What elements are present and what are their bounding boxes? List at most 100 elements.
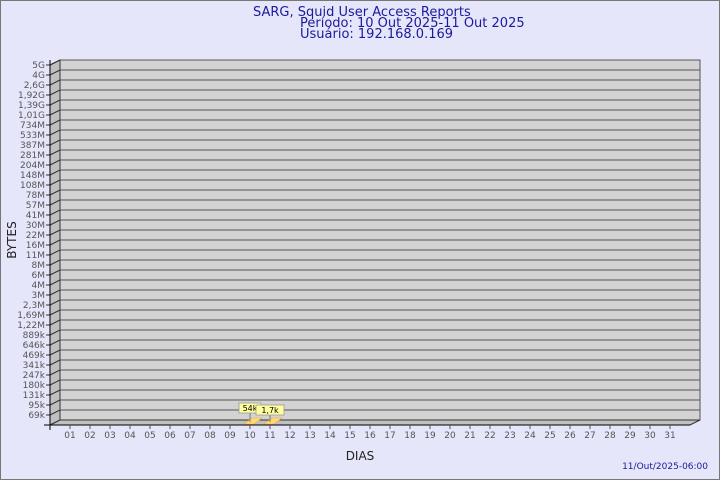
x-tick-label: 05 [144,431,155,441]
x-tick-label: 08 [204,431,216,441]
x-tick-label: 22 [484,431,495,441]
y-tick-label: 2,3M [23,301,45,311]
chart-user: Usuário: 192.168.0.169 [300,27,453,42]
y-tick-label: 646k [23,341,46,351]
x-tick-label: 17 [384,431,395,441]
bar-10 [243,417,263,425]
y-tick-label: 78M [26,191,45,201]
y-tick-label: 1,01G [18,111,45,121]
y-tick-label: 2,6G [24,81,45,91]
y-tick-label: 11M [26,251,45,261]
y-tick-slant [49,149,61,156]
y-axis-label: BYTES [5,221,19,258]
x-tick-label: 21 [464,431,475,441]
y-tick-slant [49,279,61,286]
x-tick-label: 06 [164,431,176,441]
y-tick-label: 1,69M [17,311,45,321]
x-tick-label: 15 [344,431,355,441]
y-tick-slant [49,139,61,146]
plot-area: 5G4G2,6G1,92G1,39G1,01G734M533M387M281M2… [17,59,701,441]
x-tick-label: 16 [364,431,376,441]
y-tick-slant [49,299,61,306]
y-tick-slant [49,369,61,376]
y-tick-slant [49,259,61,266]
y-tick-slant [49,129,61,136]
y-tick-label: 889k [23,331,46,341]
footer-timestamp: 11/Out/2025-06:00 [622,462,708,472]
x-tick-label: 07 [184,431,195,441]
y-tick-slant [49,169,61,176]
x-tick-label: 12 [284,431,295,441]
y-tick-label: 180k [23,381,46,391]
x-tick-label: 13 [304,431,315,441]
y-tick-slant [49,339,61,346]
y-tick-slant [49,199,61,206]
y-tick-label: 247k [23,371,46,381]
x-tick-label: 28 [604,431,616,441]
y-tick-label: 1,92G [18,91,45,101]
y-tick-label: 469k [23,351,46,361]
y-tick-label: 131k [23,391,46,401]
y-tick-slant [49,89,61,96]
y-tick-slant [49,309,61,316]
y-tick-slant [49,59,61,66]
y-tick-label: 1,39G [18,101,45,111]
y-tick-label: 57M [26,201,45,211]
bar-11 [263,417,283,425]
bar-value-label: 1,7k [261,406,279,415]
floor [49,419,701,426]
y-tick-slant [49,239,61,246]
y-tick-slant [49,209,61,216]
x-tick-label: 29 [624,431,636,441]
x-axis-label: DIAS [346,449,375,463]
x-tick-label: 14 [324,431,336,441]
y-tick-slant [49,229,61,236]
x-tick-label: 27 [584,431,595,441]
y-tick-label: 204M [20,161,45,171]
y-tick-label: 387M [20,141,45,151]
y-tick-slant [49,109,61,116]
x-tick-label: 25 [544,431,555,441]
x-tick-label: 26 [564,431,576,441]
y-tick-slant [49,249,61,256]
y-tick-slant [49,79,61,86]
y-tick-label: 734M [20,121,45,131]
x-tick-label: 04 [124,431,136,441]
y-tick-slant [49,379,61,386]
x-tick-label: 01 [64,431,75,441]
x-tick-label: 11 [264,431,275,441]
y-tick-label: 4G [32,71,45,81]
y-tick-slant [49,329,61,336]
x-tick-label: 18 [404,431,416,441]
y-tick-label: 108M [20,181,45,191]
chart-title: SARG, Squid User Access Reports [253,5,471,20]
y-tick-slant [49,179,61,186]
y-tick-label: 3M [32,291,46,301]
y-tick-label: 41M [26,211,45,221]
y-tick-slant [49,409,61,416]
x-tick-label: 23 [504,431,515,441]
y-tick-label: 281M [20,151,45,161]
y-tick-label: 148M [20,171,45,181]
x-tick-label: 09 [224,431,236,441]
y-tick-label: 6M [32,271,46,281]
x-tick-label: 30 [644,431,656,441]
bar-value-label: 54k [243,404,258,413]
y-tick-slant [49,119,61,126]
y-tick-label: 533M [20,131,45,141]
y-tick-label: 30M [26,221,45,231]
y-tick-label: 69k [28,411,45,421]
x-tick-label: 24 [524,431,536,441]
y-tick-slant [49,189,61,196]
y-tick-slant [49,219,61,226]
y-tick-slant [49,269,61,276]
x-tick-label: 31 [664,431,675,441]
y-tick-slant [49,359,61,366]
y-tick-label: 16M [26,241,45,251]
y-tick-label: 1,22M [17,321,45,331]
y-tick-slant [49,319,61,326]
x-tick-label: 19 [424,431,436,441]
y-tick-label: 95k [28,401,45,411]
y-tick-slant [49,399,61,406]
